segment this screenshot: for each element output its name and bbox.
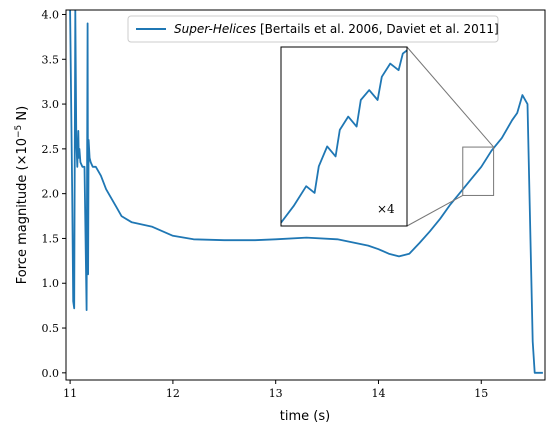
series-line-super-helices <box>69 10 543 374</box>
x-tick-label: 15 <box>474 387 488 400</box>
y-tick-label: 2.0 <box>42 188 60 201</box>
inset-background <box>281 47 407 226</box>
y-axis-label: Force magnitude (×10−5 N) <box>14 106 30 284</box>
plot-frame <box>65 9 546 381</box>
legend-box <box>127 15 499 43</box>
x-tick-label: 11 <box>63 387 77 400</box>
y-axis-label-exponent: −5 <box>14 125 24 138</box>
y-tick-label: 1.0 <box>42 277 60 290</box>
zoom-connector-top <box>406 46 494 148</box>
y-tick-label: 0.0 <box>42 367 60 380</box>
x-axis-label: time (s) <box>280 409 330 424</box>
x-tick-label: 12 <box>166 387 180 400</box>
inset-magnification-label: ×4 <box>377 202 395 216</box>
inset-series-line <box>281 49 407 224</box>
y-tick-label: 2.5 <box>42 143 60 156</box>
legend-label-super-helices: Super-Helices [Bertails et al. 2006, Dav… <box>174 22 499 36</box>
legend: Super-Helices [Bertails et al. 2006, Dav… <box>127 15 499 43</box>
x-tick-label: 13 <box>269 387 283 400</box>
zoom-connector-bottom <box>406 195 464 227</box>
y-tick-label: 4.0 <box>42 8 60 21</box>
inset: ×4 <box>280 46 408 227</box>
y-tick-label: 3.0 <box>42 98 60 111</box>
inset-frame <box>280 46 408 227</box>
x-tick-label: 14 <box>371 387 385 400</box>
y-tick-label: 1.5 <box>42 232 60 245</box>
zoom-source-box <box>462 146 495 196</box>
y-tick-label: 0.5 <box>42 322 60 335</box>
y-tick-label: 3.5 <box>42 53 60 66</box>
